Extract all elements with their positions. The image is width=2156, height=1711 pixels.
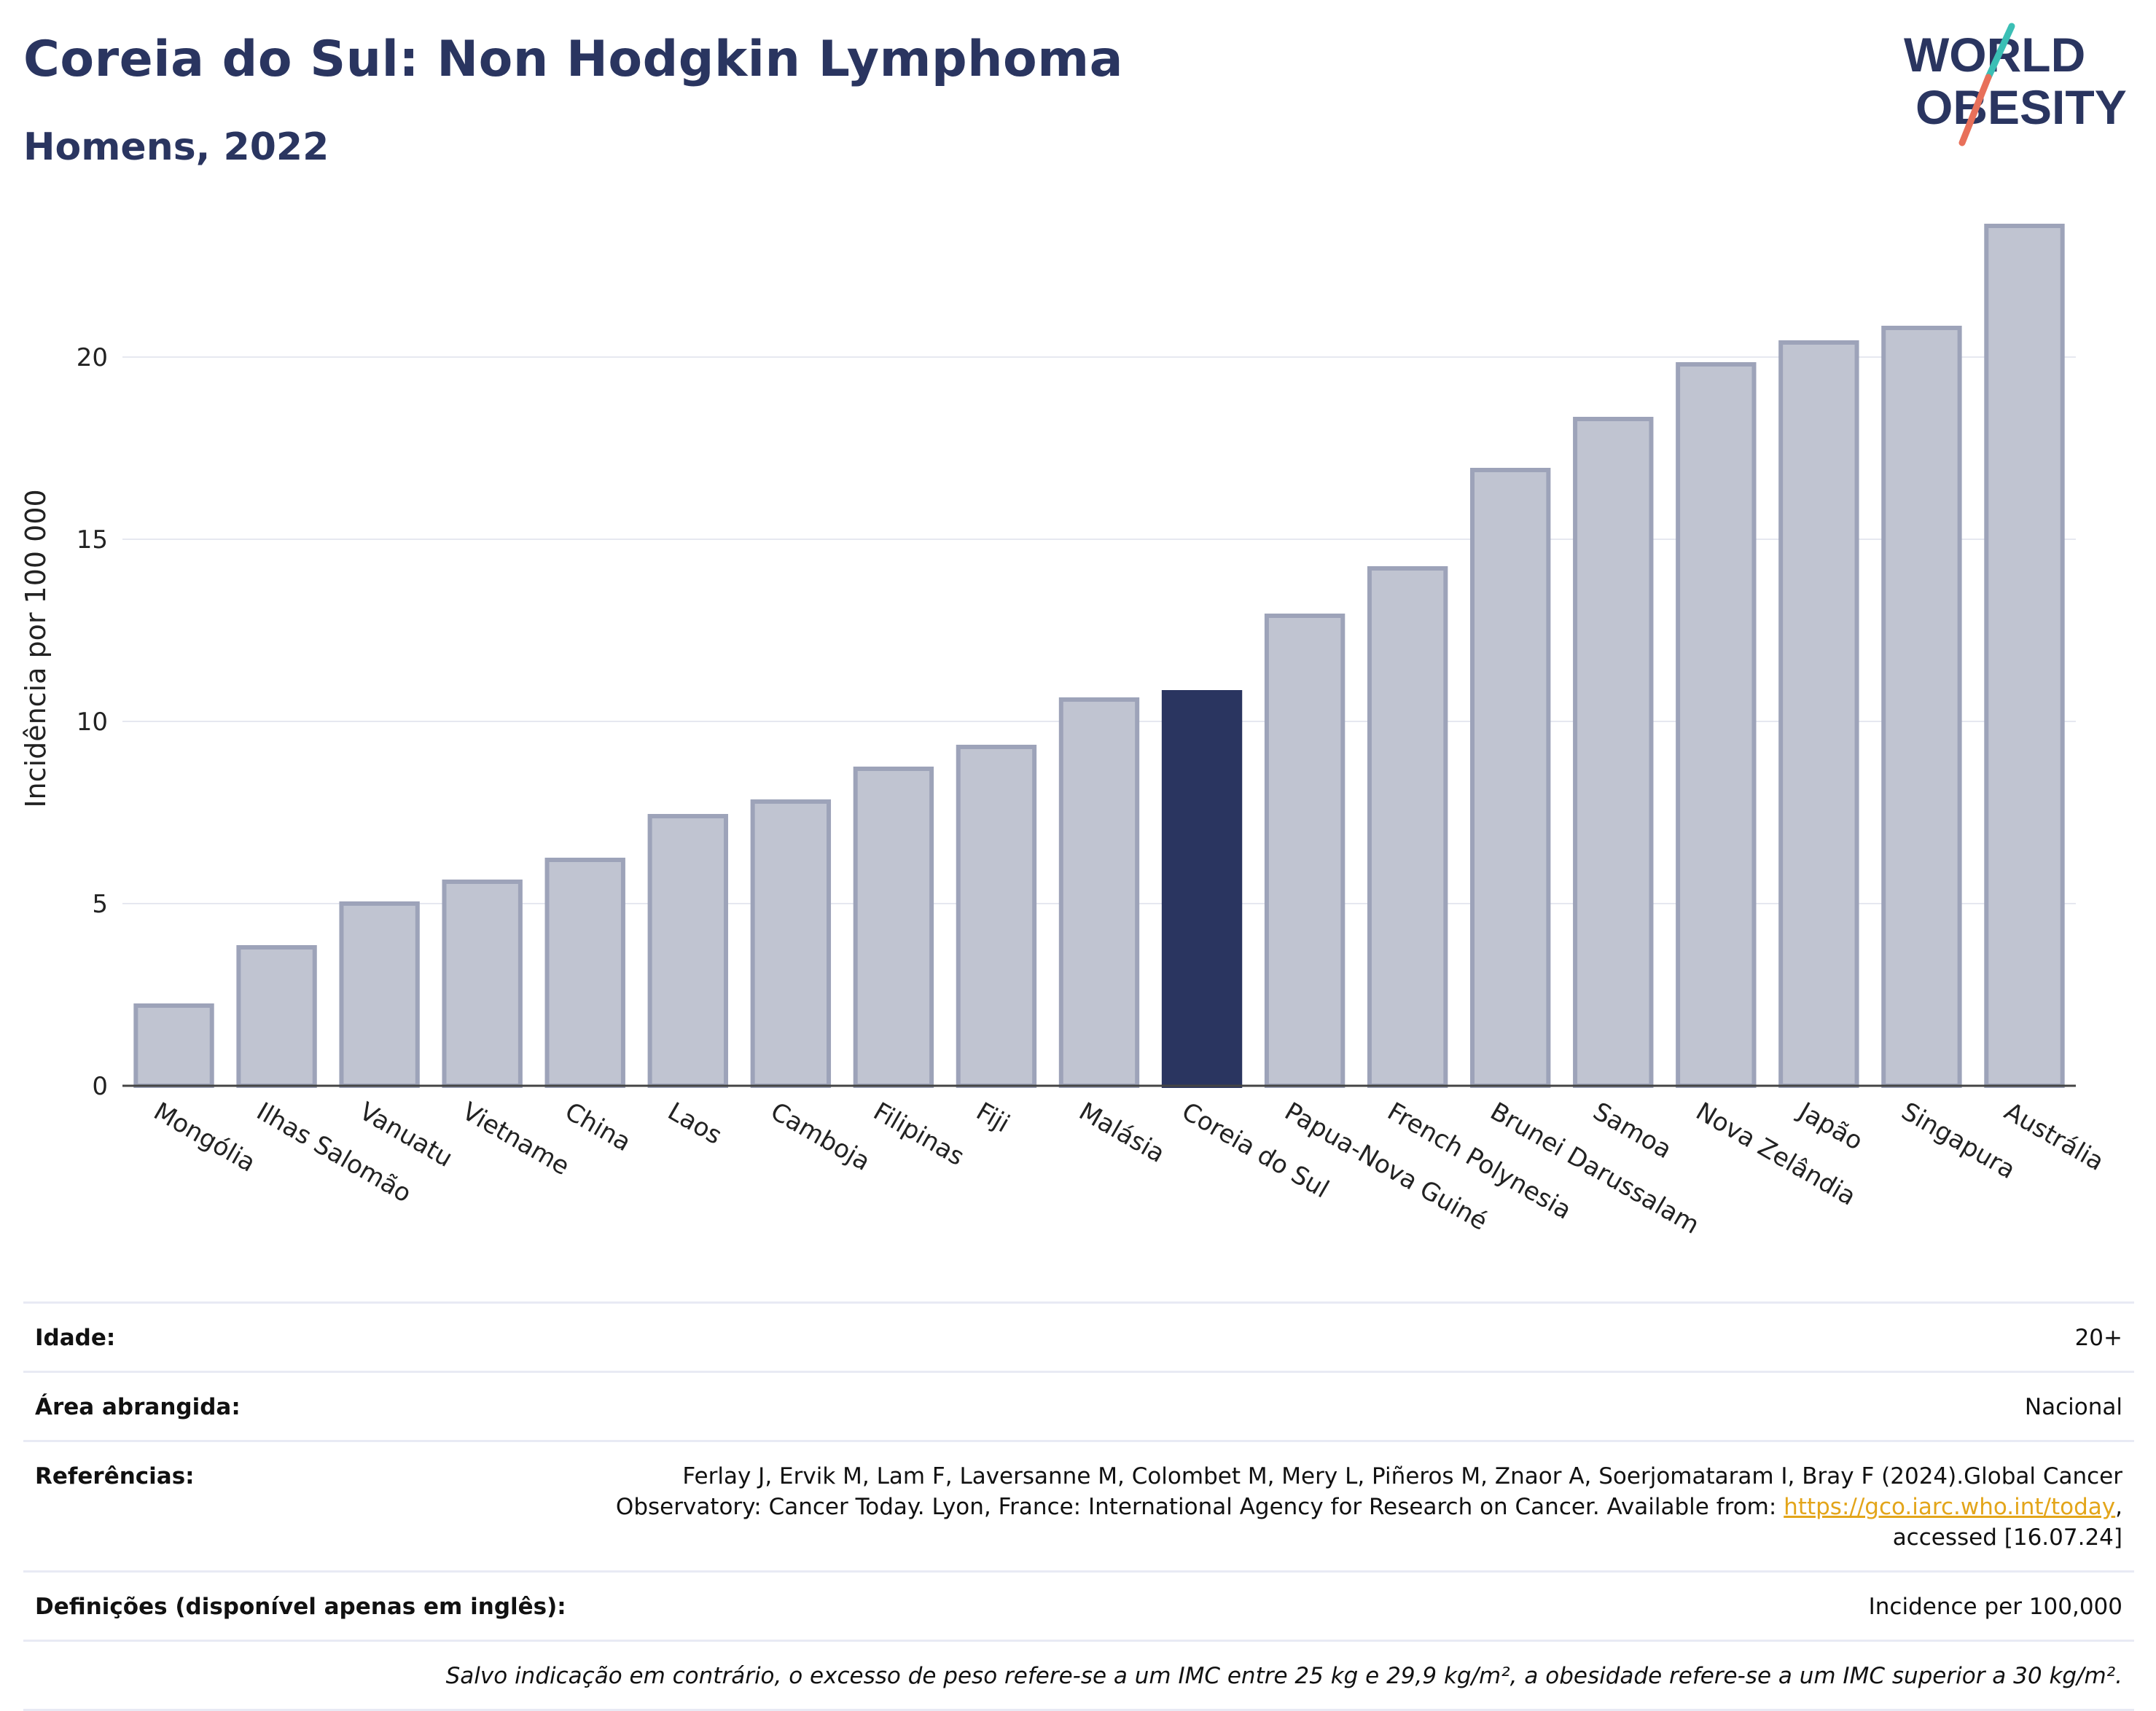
area-value: Nacional [2024, 1394, 2122, 1420]
x-tick-label: Vietname [457, 1097, 574, 1181]
bar [1264, 614, 1345, 1088]
bar [133, 1003, 214, 1088]
references-label: Referências: [35, 1463, 195, 1489]
bars [133, 224, 2065, 1088]
definitions-label: Definições (disponível apenas em inglês)… [35, 1594, 566, 1620]
bar [1161, 690, 1243, 1088]
logo-slash-bottom [1958, 74, 1992, 146]
bar [647, 814, 728, 1088]
age-label: Idade: [35, 1325, 116, 1351]
x-tick-label: Fiji [971, 1097, 1014, 1138]
bar [1676, 362, 1757, 1088]
logo-text-world: WORLD [1904, 28, 2085, 82]
y-axis-title: Incidência por 100 000 [20, 489, 52, 807]
bar [544, 858, 625, 1088]
world-obesity-logo: WORLD OBESITY [1904, 23, 2127, 146]
area-label: Área abrangida: [35, 1394, 241, 1420]
bar [1058, 697, 1140, 1088]
definitions-value: Incidence per 100,000 [1868, 1594, 2122, 1620]
x-tick-label: China [560, 1097, 636, 1157]
y-tick-labels: 0 5 10 15 20 [77, 343, 108, 1101]
x-tick-label: Filipinas [868, 1097, 969, 1172]
row-references: Referências: Ferlay J, Ervik M, Lam F, L… [23, 1440, 2134, 1570]
x-tick-label: Mongólia [149, 1097, 260, 1178]
x-tick-label: Malásia [1074, 1097, 1170, 1169]
bar [339, 901, 420, 1088]
y-tick-label: 0 [92, 1072, 108, 1101]
y-tick-label: 10 [77, 708, 108, 737]
references-text: Ferlay J, Ervik M, Lam F, Laversanne M, … [615, 1463, 2122, 1520]
x-tick-label: Singapura [1897, 1097, 2020, 1185]
bar [1778, 340, 1859, 1088]
bar [1881, 326, 1962, 1088]
references-link[interactable]: https://gco.iarc.who.int/today [1784, 1494, 2116, 1520]
chart-title: Coreia do Sul: Non Hodgkin Lymphoma [23, 31, 1124, 88]
metadata-table: Idade: 20+ Área abrangida: Nacional Refe… [23, 1301, 2134, 1711]
row-definitions: Definições (disponível apenas em inglês)… [23, 1570, 2134, 1640]
bar [1984, 224, 2065, 1088]
row-age: Idade: 20+ [23, 1301, 2134, 1371]
references-accessed: , accessed [16.07.24] [1892, 1494, 2122, 1551]
row-note: Salvo indicação em contrário, o excesso … [23, 1640, 2134, 1711]
y-tick-label: 20 [77, 343, 108, 372]
bar [1573, 417, 1654, 1088]
chart-subtitle: Homens, 2022 [23, 125, 329, 169]
footnote: Salvo indicação em contrário, o excesso … [445, 1663, 2122, 1689]
logo-text-obesity: OBESITY [1915, 80, 2127, 134]
x-tick-label: Japão [1792, 1096, 1867, 1156]
age-value: 20+ [2074, 1325, 2122, 1351]
logo-slash-top [1985, 23, 2015, 81]
x-tick-label: Samoa [1588, 1097, 1676, 1164]
bar [750, 799, 832, 1088]
bar [956, 745, 1037, 1088]
y-tick-label: 15 [77, 525, 108, 555]
row-area: Área abrangida: Nacional [23, 1371, 2134, 1440]
x-tick-label: Laos [663, 1097, 727, 1151]
bar [442, 880, 523, 1088]
references-value: Ferlay J, Ervik M, Lam F, Laversanne M, … [548, 1461, 2122, 1553]
bar [1470, 468, 1551, 1088]
x-tick-label: Camboja [765, 1097, 875, 1177]
bar [853, 767, 934, 1088]
y-tick-label: 5 [92, 890, 108, 919]
bar [1367, 566, 1448, 1088]
bar [236, 945, 317, 1088]
